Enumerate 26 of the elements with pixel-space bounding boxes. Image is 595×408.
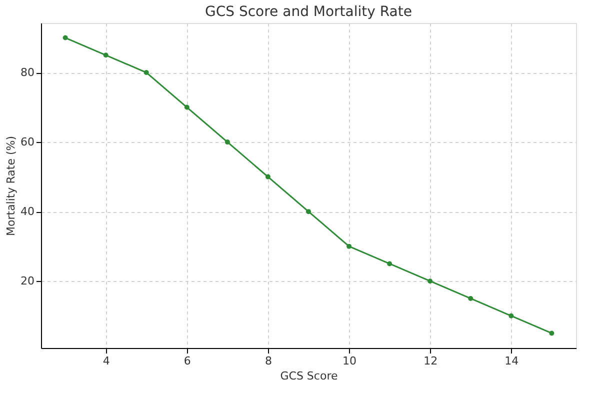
point xyxy=(387,261,392,266)
point xyxy=(468,296,474,301)
x-tick-label: 10 xyxy=(342,354,357,368)
y-tick-label: 40 xyxy=(20,205,34,218)
y-tick-label: 80 xyxy=(20,66,34,80)
point xyxy=(265,174,270,180)
y-tick-label: 20 xyxy=(20,274,34,288)
point xyxy=(549,330,554,336)
point xyxy=(184,104,190,110)
point xyxy=(346,244,352,249)
x-axis-title: GCS Score xyxy=(280,370,338,382)
point xyxy=(62,35,68,40)
point xyxy=(306,209,311,214)
chart-title: GCS Score and Mortality Rate xyxy=(205,4,412,20)
y-axis-title: Mortality Rate (%) xyxy=(4,136,18,236)
x-tick-label: 6 xyxy=(184,354,191,368)
point xyxy=(224,140,230,145)
point xyxy=(144,70,149,76)
x-tick-label: 12 xyxy=(424,354,438,368)
x-tick-label: 8 xyxy=(264,354,272,368)
x-tick-label: 14 xyxy=(504,354,519,368)
point xyxy=(508,313,514,318)
point xyxy=(428,278,433,284)
x-tick-label: 4 xyxy=(102,354,110,368)
y-tick-label: 60 xyxy=(20,136,34,149)
point xyxy=(103,52,108,58)
